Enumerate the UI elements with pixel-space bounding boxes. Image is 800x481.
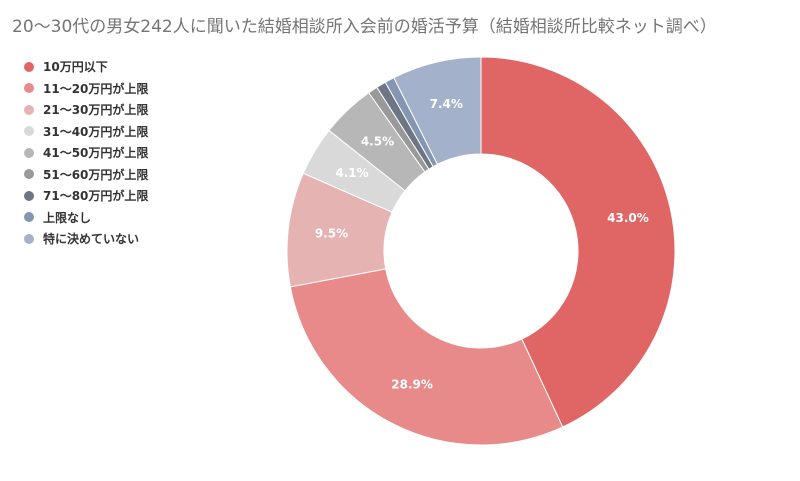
legend-item[interactable]: 21〜30万円が上限: [24, 99, 148, 121]
legend-swatch: [24, 83, 34, 94]
slice-data-label: 4.1%: [335, 166, 368, 180]
legend-label: 21〜30万円が上限: [43, 103, 149, 118]
legend-label: 10万円以下: [43, 60, 108, 75]
legend-label: 31〜40万円が上限: [43, 124, 149, 139]
legend-swatch: [24, 147, 34, 158]
legend-item[interactable]: 31〜40万円が上限: [24, 121, 148, 143]
pie-slice[interactable]: [289, 268, 564, 446]
legend-item[interactable]: 特に決めていない: [24, 228, 148, 250]
legend-label: 11〜20万円が上限: [43, 81, 149, 96]
legend-label: 71〜80万円が上限: [43, 189, 149, 204]
legend-swatch: [24, 126, 34, 137]
slice-data-label: 4.5%: [361, 134, 394, 148]
pie-slice[interactable]: [393, 56, 482, 166]
legend-label: 41〜50万円が上限: [43, 146, 149, 161]
legend-item[interactable]: 51〜60万円が上限: [24, 164, 148, 186]
legend-label: 上限なし: [43, 210, 92, 225]
legend-swatch: [24, 169, 34, 180]
legend-item[interactable]: 11〜20万円が上限: [24, 78, 148, 100]
slice-data-label: 9.5%: [315, 226, 348, 240]
slice-data-label: 7.4%: [430, 97, 463, 111]
slice-data-label: 28.9%: [391, 377, 433, 391]
legend-item[interactable]: 10万円以下: [24, 56, 148, 78]
legend-swatch: [24, 190, 34, 201]
legend-item[interactable]: 41〜50万円が上限: [24, 142, 148, 164]
legend-label: 51〜60万円が上限: [43, 167, 149, 182]
legend-label: 特に決めていない: [43, 232, 140, 247]
legend-swatch: [24, 233, 34, 244]
legend-item[interactable]: 71〜80万円が上限: [24, 185, 148, 207]
legend-swatch: [24, 104, 34, 115]
legend-item[interactable]: 上限なし: [24, 207, 148, 229]
legend: 10万円以下 11〜20万円が上限 21〜30万円が上限 31〜40万円が上限 41〜5…: [24, 56, 148, 250]
slice-data-label: 43.0%: [607, 211, 649, 225]
chart-title: 20〜30代の男女242人に聞いた結婚相談所入会前の婚活予算（結婚相談所比較ネッ…: [12, 17, 717, 37]
pie-slice[interactable]: [480, 56, 676, 428]
legend-swatch: [24, 61, 34, 72]
legend-swatch: [24, 212, 34, 223]
